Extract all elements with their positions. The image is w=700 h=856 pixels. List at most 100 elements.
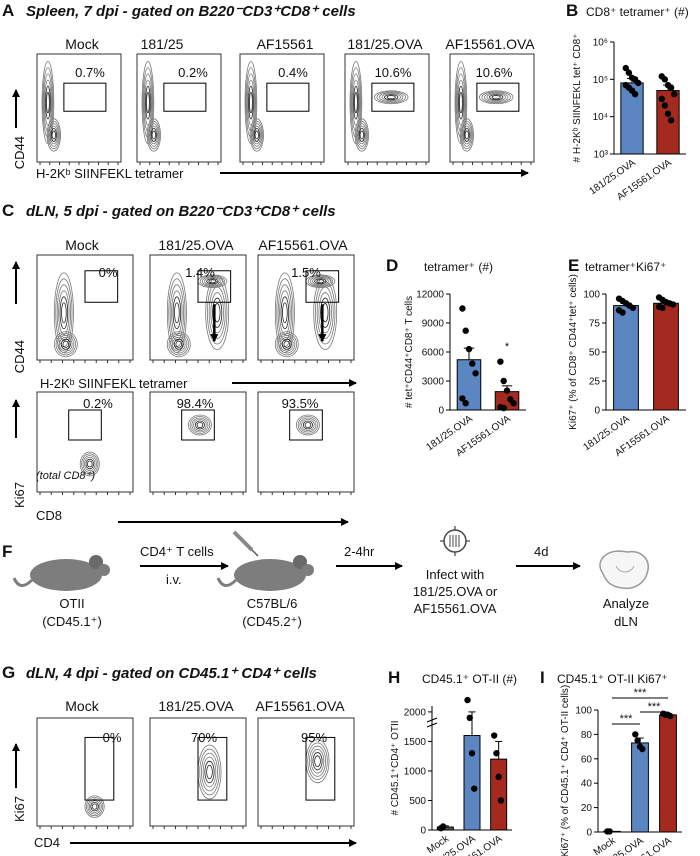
panel-a-plot-0-contour-1 [47,120,60,150]
panel-c-top-plot-0-contour-1 [55,333,76,356]
panel-g-pct-2: 95% [301,730,327,745]
panel-a-plot-2-contour-1 [249,118,264,152]
data-point [658,95,665,103]
panel-c-top-plot-2-contour-1 [278,335,296,354]
panel-c-top-plot-2-contour-3 [316,279,325,284]
panel-c-bottom-plot-1-contour-0 [193,419,207,431]
bar-2 [659,714,677,833]
panel-a-plot-1-contour-0 [144,79,152,126]
panel-c-bottom-plot-0-contour-0 [82,455,97,473]
panel-c-top-plot-0-contour-1 [62,340,70,348]
panel-c-top-plot-2 [257,254,355,363]
panel-a-plot-3-gate [371,82,415,112]
panel-g-plot-0-contour-0 [87,798,102,815]
data-point [500,377,507,385]
panel-c-bottom-plot-2-contour-0 [297,416,319,434]
panel-c-top-plot-0-contour-1 [60,338,71,350]
panel-a-plot-1-contour-1 [147,120,160,150]
data-point [465,345,473,353]
panel-a-plot-0 [36,53,122,165]
panel-c-top-plot-2-contour-2 [318,292,332,334]
y-tick-label: 10³ [594,150,609,161]
panel-i-chart: 020406080100Mock181/25.OVAAF15561.OVAKi6… [560,685,682,856]
panel-a-plot-2-contour-1 [251,123,262,147]
panel-a-plot-1-contour-0 [145,85,151,120]
data-point [659,304,666,312]
panel-a-plot-0-gate [63,82,107,112]
data-point [639,745,646,753]
panel-c-bottom-pct-2: 93.5% [282,396,319,411]
panel-c-top-plot-1-contour-0 [172,296,182,330]
panel-letter-e: E [568,256,579,275]
panel-a-pct-1: 0.2% [178,65,208,80]
panel-a-plot-0-contour-1 [46,118,61,152]
panel-c-top-plot-2-contour-3 [312,277,329,286]
panel-c-top-plot-0-contour-0 [59,296,69,330]
panel-a-plot-4-contour-2 [481,91,511,104]
panel-f-analyze-2: dLN [614,614,638,629]
panel-f-analyze-1: Analyze [603,596,649,611]
y-tick-label: 12000 [416,290,444,301]
panel-a-plot-0-contour-1 [50,128,57,142]
panel-a-plot-4-contour-1 [459,118,474,152]
data-point [468,750,476,757]
panel-c-bottom-plot-0-gate [68,409,102,441]
y-tick-label: 500 [409,796,426,807]
panel-g-plot-2-contour-0 [312,752,323,771]
panel-a-plot-3-contour-0 [354,91,358,114]
panel-c-top-plot-2-contour-1 [283,340,291,348]
panel-a-sample-0: Mock [65,36,99,52]
data-point [664,110,672,117]
panel-c-top-plot-1-contour-3 [199,275,226,288]
panel-a-plot-2-contour-1 [252,125,261,145]
panel-a-pct-2: 0.4% [278,65,308,80]
y-axis-label: # CD45.1⁺CD4⁺ OTII [390,720,401,815]
panel-c-top-plot-2-contour-0 [282,302,288,324]
significance-label: *** [634,687,648,699]
panel-c-bottom-plot-1 [149,391,247,495]
panel-f-mouse1-sub: (CD45.1⁺) [42,614,102,629]
panel-c-top-plot-2-contour-0 [279,290,291,336]
data-point [462,400,469,407]
panel-a-plot-1-contour-1 [151,130,156,140]
panel-c-top-plot-2-gate [305,270,340,303]
panel-g-plot-0-contour-0 [91,803,98,810]
panel-a-xlabel: H-2Kᵇ SIINFEKL tetramer [36,166,184,181]
panel-a-plot-2-contour-0 [249,91,253,114]
data-point [469,360,476,367]
y-tick-label: 1000 [404,766,427,777]
panel-a-pct-4: 10.6% [476,65,513,80]
data-point [667,712,674,720]
data-point [497,358,504,365]
panel-c-top-plot-2-contour-2 [315,281,336,345]
panel-c-bottom-plot-0-contour-0 [81,453,99,475]
panel-g-flow-plots [36,717,355,829]
data-point [625,69,633,76]
panel-g-sample-0: Mock [65,698,99,714]
panel-d-title: tetramer⁺ (#) [424,260,493,274]
panel-letter-b: B [566,1,578,20]
panel-a-plot-4-contour-2 [491,95,501,100]
y-tick-label: 40 [581,779,593,790]
panel-c-top-plot-0-contour-1 [53,331,78,358]
syringe-icon [232,530,259,557]
panel-a-sample-2: AF15561 [257,36,314,52]
panel-a-plot-1-gate [163,82,207,112]
panel-a-plot-3-contour-0 [352,79,360,126]
data-point [493,750,500,757]
panel-g-plot-2 [257,717,355,829]
panel-a-plot-3-contour-0 [353,85,359,120]
y-axis-label: # tet⁺CD44⁺CD8⁺ T cells [404,296,415,408]
panel-a-plot-4-contour-1 [462,125,471,145]
panel-c-bottom-plot-1-contour-0 [187,414,212,436]
data-point [439,823,447,830]
panel-a-plot-4-contour-2 [484,92,509,103]
bar-2 [490,758,508,831]
data-point [462,327,469,334]
panel-c-top-plot-2-contour-2 [320,297,331,328]
panel-a-plot-3-contour-2 [386,95,396,100]
panel-c-top-plot-2-contour-3 [314,278,327,285]
panel-g-ylabel: Ki67 [12,796,27,822]
panel-a-plot-2-contour-0 [247,79,255,126]
panel-c-top-ylabel: CD44 [12,340,27,373]
